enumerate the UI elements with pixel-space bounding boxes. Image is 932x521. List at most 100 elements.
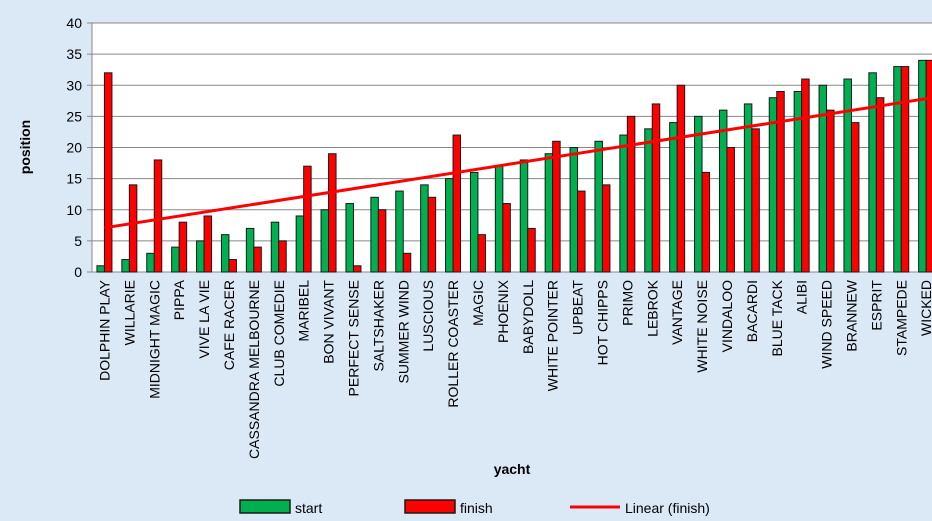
x-tick-label: PHOENIX <box>495 279 511 343</box>
bar <box>875 97 885 273</box>
y-tick-label: 30 <box>66 77 82 93</box>
bar <box>651 103 661 273</box>
bar <box>469 171 479 273</box>
bar <box>220 234 230 273</box>
x-tick-label: UPBEAT <box>570 280 586 335</box>
x-tick-label: SUMMER WIND <box>395 280 411 383</box>
trendline <box>104 96 932 230</box>
x-tick-label: WHITE POINTER <box>545 280 561 391</box>
x-tick-label: BON VIVANT <box>321 280 337 364</box>
y-tick-label: 40 <box>66 15 82 31</box>
bar <box>527 227 536 273</box>
bar <box>278 240 287 273</box>
bar <box>601 184 611 273</box>
bar <box>577 190 586 273</box>
bar <box>303 165 312 273</box>
x-tick-label: WICKED <box>918 280 932 336</box>
bar <box>245 227 255 273</box>
bar <box>395 190 404 273</box>
x-tick-label: PRIMO <box>619 280 635 326</box>
bar <box>743 103 753 273</box>
bar <box>352 265 362 273</box>
bar <box>900 66 910 273</box>
y-tick-label: 20 <box>66 140 82 156</box>
bar <box>153 159 163 273</box>
legend-swatch <box>239 499 291 514</box>
bar <box>552 140 561 273</box>
x-tick-label: CAFE RACER <box>221 280 237 370</box>
x-tick-label: BABYDOLL <box>520 280 536 354</box>
x-tick-label: BRANNEW <box>843 279 859 351</box>
bar <box>103 72 113 273</box>
bar <box>452 134 462 273</box>
bar <box>295 215 305 273</box>
x-tick-label: VANTAGE <box>669 280 685 345</box>
legend: start finish Linear (finish) <box>225 494 725 521</box>
bar <box>203 215 213 273</box>
x-tick-label: VIVE LA VIE <box>196 280 212 359</box>
x-tick-label: LUSCIOUS <box>420 280 436 352</box>
x-tick-label: STAMPEDE <box>893 280 909 356</box>
bar <box>918 59 927 273</box>
bar <box>253 246 262 273</box>
bar <box>171 246 180 273</box>
bar <box>320 209 330 273</box>
y-tick-label: 0 <box>74 264 82 280</box>
bar <box>196 240 205 273</box>
x-axis-label: yacht <box>494 461 531 477</box>
bar <box>445 178 454 273</box>
bar <box>121 259 130 273</box>
x-tick-label: CLUB COMEDIE <box>271 280 287 387</box>
bar <box>228 259 237 273</box>
x-tick-label: BACARDI <box>744 280 760 342</box>
bar <box>345 203 354 273</box>
x-tick-label: MARIBEL <box>296 280 312 342</box>
x-tick-label: ESPRIT <box>868 280 884 331</box>
y-tick-label: 10 <box>66 202 82 218</box>
bar <box>925 59 932 273</box>
bar <box>826 109 835 273</box>
legend-swatch <box>404 499 456 514</box>
bar <box>328 153 337 273</box>
bar <box>726 147 735 273</box>
x-tick-label: MIDNIGHT MAGIC <box>146 280 162 399</box>
bar <box>850 122 860 273</box>
bar <box>502 203 511 273</box>
x-tick-label: DOLPHIN PLAY <box>96 279 112 381</box>
bar <box>694 115 703 273</box>
x-tick-label: MAGIC <box>470 280 486 326</box>
bar <box>619 134 628 273</box>
bar <box>626 115 636 273</box>
y-tick-label: 35 <box>66 46 82 62</box>
x-tick-label: HOT CHIPPS <box>594 280 610 365</box>
y-axis-label: position <box>17 120 33 174</box>
bar <box>569 147 579 273</box>
bar <box>427 196 437 273</box>
x-tick-label: BLUE TACK <box>769 279 785 356</box>
legend-label: start <box>295 500 322 516</box>
x-tick-label: SALTSHAKER <box>370 280 386 372</box>
bar <box>519 159 529 273</box>
bar <box>477 234 486 273</box>
bar <box>644 128 653 273</box>
x-tick-label: CASSANDRA MELBOURNE <box>246 280 262 459</box>
x-tick-label: VINDALOO <box>719 280 735 352</box>
y-tick-label: 5 <box>74 233 82 249</box>
bar <box>669 122 678 273</box>
x-tick-label: WILLARIE <box>121 280 137 345</box>
bar <box>594 140 603 273</box>
bar <box>676 84 686 273</box>
legend-label: Linear (finish) <box>625 500 710 516</box>
x-tick-label: ALIBI <box>794 280 810 314</box>
bar <box>701 171 711 273</box>
bar <box>843 78 852 273</box>
y-tick-label: 25 <box>66 108 82 124</box>
bar <box>776 90 785 273</box>
x-tick-label: PERFECT SENSE <box>345 280 361 396</box>
bar <box>96 265 105 273</box>
x-tick-label: WHITE NOISE <box>694 280 710 373</box>
bar <box>718 109 728 273</box>
bar <box>801 78 810 273</box>
legend-label: finish <box>460 500 493 516</box>
